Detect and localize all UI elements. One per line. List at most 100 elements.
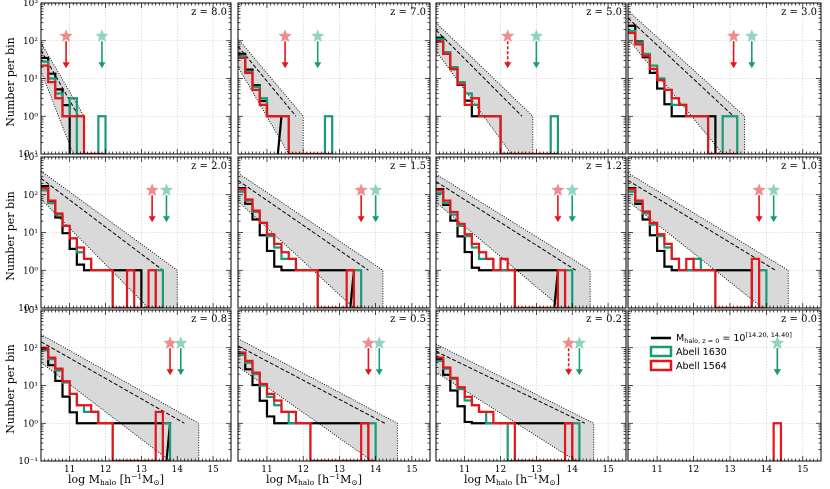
x-tick-label: 13 bbox=[136, 465, 148, 475]
x-tick-label: 12 bbox=[688, 465, 699, 475]
abell-1630-marker-arrow-head bbox=[748, 62, 756, 69]
panel-plot-area bbox=[238, 310, 430, 461]
abell-1564-marker-star bbox=[278, 29, 292, 42]
svg-text:log Mhalo [h−1M⊙]: log Mhalo [h−1M⊙] bbox=[68, 472, 164, 487]
scatter-band bbox=[238, 338, 398, 461]
redshift-label: z = 0.5 bbox=[390, 314, 426, 325]
abell-1564-marker-arrow-head bbox=[554, 216, 562, 223]
abell-1564-marker-star bbox=[145, 183, 159, 196]
abell-1630-marker-arrow-head bbox=[98, 62, 106, 69]
redshift-label: z = 1.2 bbox=[586, 161, 622, 172]
y-tick-label: 10³ bbox=[23, 306, 38, 316]
abell-1564-marker-arrow-head bbox=[281, 62, 289, 69]
x-tick-label: 14 bbox=[370, 465, 382, 475]
abell-1564-marker-arrow-head bbox=[730, 62, 738, 69]
abell-1564-marker-star bbox=[501, 29, 515, 42]
hist-abell-1564 bbox=[436, 189, 573, 308]
y-tick-label: 10¹ bbox=[23, 75, 38, 85]
y-tick-label: 10¹ bbox=[23, 229, 38, 239]
abell-1630-marker-star bbox=[770, 336, 784, 349]
abell-1630-marker-star bbox=[372, 336, 386, 349]
hist-abell-1564 bbox=[238, 188, 362, 308]
x-tick-label: 13 bbox=[724, 465, 736, 475]
panel-6: z = 1.5 bbox=[237, 156, 431, 309]
panel-10: 11 12 13 14 15 z = 0.5 bbox=[237, 309, 431, 475]
abell-1630-marker-star bbox=[745, 29, 759, 42]
abell-1630-marker-arrow-head bbox=[575, 369, 583, 376]
y-tick-label: 10⁻¹ bbox=[18, 457, 38, 467]
scatter-band bbox=[628, 173, 789, 308]
y-tick-label: 10² bbox=[23, 37, 38, 47]
abell-1564-marker-arrow-head bbox=[62, 62, 70, 69]
abell-1630-marker-star bbox=[174, 336, 188, 349]
panel-2: z = 7.0 bbox=[237, 2, 431, 155]
hist-abell-1564 bbox=[628, 188, 767, 308]
abell-1630-marker-star bbox=[159, 183, 174, 196]
abell-1564-marker-arrow-head bbox=[357, 216, 365, 223]
abell-1630-marker-star bbox=[572, 336, 587, 349]
y-axis-label-row-1: Number per bin bbox=[4, 37, 17, 126]
abell-1564-marker-star bbox=[561, 336, 576, 349]
x-tick-label: 13 bbox=[334, 465, 346, 475]
scatter-band bbox=[41, 334, 199, 461]
redshift-label: z = 0.2 bbox=[586, 314, 622, 325]
x-tick-label: 14 bbox=[171, 465, 183, 475]
abell-1630-marker-star bbox=[529, 29, 544, 42]
x-tick-label: 12 bbox=[100, 465, 111, 475]
panel-plot-area bbox=[628, 3, 821, 154]
abell-1564-marker-star bbox=[726, 29, 741, 42]
median-black-step bbox=[238, 187, 356, 308]
x-tick-label: 15 bbox=[406, 465, 418, 475]
median-dashed bbox=[436, 181, 577, 271]
hist-abell-1564 bbox=[628, 31, 738, 154]
redshift-label: z = 7.0 bbox=[390, 7, 426, 18]
scatter-band bbox=[436, 174, 591, 308]
band-upper-dotted bbox=[436, 343, 595, 461]
y-tick-label: 10³ bbox=[23, 153, 38, 163]
x-tick-label: 14 bbox=[761, 465, 773, 475]
x-tick-label: 15 bbox=[207, 465, 219, 475]
panel-7: z = 1.2 bbox=[435, 156, 627, 309]
abell-1564-marker-arrow-head bbox=[166, 369, 174, 376]
y-tick-label: 10⁻¹ bbox=[18, 150, 38, 160]
median-dashed bbox=[238, 179, 369, 271]
hist-abell-1630 bbox=[238, 353, 377, 461]
panel-8: z = 1.0 bbox=[627, 156, 822, 309]
abell-1564-marker-star bbox=[361, 336, 376, 349]
redshift-label: z = 1.5 bbox=[390, 161, 426, 172]
panel-12: 11 12 13 14 15 z = 0.0 bbox=[627, 309, 822, 475]
y-tick-label: 10² bbox=[23, 344, 38, 354]
band-upper-dotted bbox=[41, 42, 85, 154]
hist-abell-1564 bbox=[436, 356, 580, 461]
median-dashed bbox=[628, 17, 734, 117]
redshift-label: z = 1.0 bbox=[781, 161, 817, 172]
abell-1630-marker-star bbox=[311, 29, 325, 42]
abell-1564-marker-star bbox=[354, 183, 368, 196]
y-tick-label: 10⁰ bbox=[23, 419, 38, 429]
panel-plot-area bbox=[436, 157, 626, 308]
abell-1564-marker-arrow-head bbox=[504, 62, 512, 69]
panel-plot-area bbox=[238, 3, 430, 154]
hist-abell-1564 bbox=[436, 40, 558, 154]
x-tick-label: 12 bbox=[495, 465, 506, 475]
y-tick-label: 10⁰ bbox=[23, 112, 38, 122]
median-dashed bbox=[628, 179, 776, 271]
median-dashed bbox=[41, 177, 164, 271]
x-tick-label: 11 bbox=[64, 465, 75, 475]
abell-1630-marker-arrow-head bbox=[375, 369, 383, 376]
panel-plot-area bbox=[436, 310, 626, 461]
hist-abell-1564 bbox=[41, 64, 106, 154]
y-axis-label-row-2: Number per bin bbox=[4, 191, 17, 280]
x-tick-label: 11 bbox=[651, 465, 662, 475]
abell-1630-marker-star bbox=[565, 183, 579, 196]
svg-text:log Mhalo [h−1M⊙]: log Mhalo [h−1M⊙] bbox=[266, 472, 362, 487]
panel-grid: 10⁻¹ 10⁰ 10¹ 10² 10³ z = 8.0 z = 7.0 z = 5.0 z =… bbox=[18, 0, 822, 475]
hist-abell-1630 bbox=[628, 30, 739, 154]
redshift-label: z = 2.0 bbox=[191, 161, 227, 172]
median-black-step bbox=[628, 187, 753, 308]
legend-red-label: Abell 1564 bbox=[676, 361, 727, 372]
abell-1564-marker-arrow-head bbox=[755, 216, 763, 223]
hist-abell-1564 bbox=[238, 56, 333, 154]
x-tick-label: 14 bbox=[566, 465, 578, 475]
y-tick-label: 10⁻¹ bbox=[18, 304, 38, 314]
